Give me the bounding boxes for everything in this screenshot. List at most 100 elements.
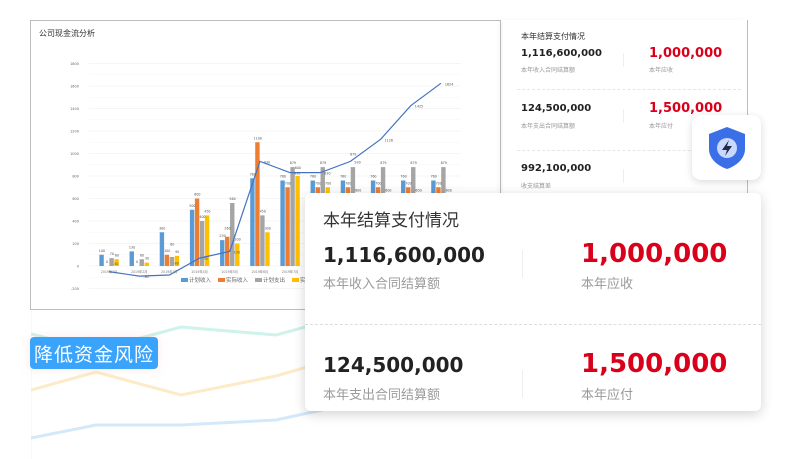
data-label: 560 bbox=[229, 197, 235, 201]
data-label: 300 bbox=[265, 226, 271, 230]
data-label: 0 bbox=[106, 260, 108, 264]
data-label: 879 bbox=[320, 161, 326, 165]
legend-swatch bbox=[255, 278, 262, 282]
divider bbox=[517, 150, 741, 151]
legend-label: 计划收入 bbox=[189, 276, 212, 284]
divider bbox=[305, 324, 761, 325]
bar bbox=[199, 221, 205, 266]
x-tick-label: 2019年4月 bbox=[191, 269, 208, 274]
data-label: 70 bbox=[110, 252, 114, 256]
data-label: 200 bbox=[234, 238, 240, 242]
bar bbox=[174, 255, 180, 266]
data-label: 879 bbox=[441, 161, 447, 165]
line-data-label: -50 bbox=[113, 262, 118, 266]
y-tick-label: 1000 bbox=[70, 152, 79, 156]
receivable-label: 本年应收 bbox=[649, 67, 674, 74]
data-label: 450 bbox=[260, 209, 266, 213]
bar bbox=[194, 198, 200, 266]
data-label: 90 bbox=[175, 250, 179, 254]
legend-swatch bbox=[218, 278, 225, 282]
bar bbox=[250, 178, 255, 266]
data-label: 800 bbox=[295, 166, 301, 170]
y-tick-label: 1200 bbox=[70, 130, 79, 134]
y-tick-label: 0 bbox=[77, 265, 79, 269]
data-label: 600 bbox=[415, 188, 421, 192]
line-data-label: -80 bbox=[173, 261, 178, 265]
y-tick-label: 200 bbox=[72, 242, 79, 246]
balance-value: 992,100,000 bbox=[521, 163, 592, 174]
data-label: 879 bbox=[380, 161, 386, 165]
y-tick-label: 1600 bbox=[70, 85, 79, 89]
y-tick-label: 1800 bbox=[70, 62, 79, 66]
data-label: 879 bbox=[290, 161, 296, 165]
income-settlement-value: 1,116,600,000 bbox=[323, 243, 485, 267]
line-data-label: 70 bbox=[204, 257, 208, 261]
bar bbox=[204, 215, 210, 266]
y-tick-label: 1400 bbox=[70, 107, 79, 111]
bar bbox=[280, 180, 285, 266]
divider bbox=[522, 370, 523, 398]
data-label: 879 bbox=[410, 161, 416, 165]
bar bbox=[99, 254, 104, 266]
data-label: 760 bbox=[280, 175, 286, 179]
y-tick-label: -200 bbox=[71, 287, 79, 291]
data-label: 700 bbox=[325, 181, 331, 185]
data-label: 80 bbox=[170, 243, 174, 247]
data-label: 700 bbox=[375, 181, 381, 185]
bar bbox=[109, 258, 114, 266]
legend-label: 计划支出 bbox=[263, 276, 285, 284]
line-data-label: 1624 bbox=[445, 82, 453, 86]
receivable-label: 本年应收 bbox=[581, 277, 634, 292]
data-label: 450 bbox=[204, 209, 210, 213]
receivable-value: 1,000,000 bbox=[581, 239, 728, 269]
payable-value: 1,500,000 bbox=[649, 101, 723, 116]
popup-title: 本年结算支付情况 bbox=[323, 211, 459, 231]
line-data-label: 930 bbox=[354, 160, 360, 164]
line-series bbox=[108, 82, 442, 277]
bar bbox=[235, 243, 240, 266]
legend-swatch bbox=[292, 278, 299, 282]
line-data-label: 930 bbox=[264, 160, 270, 164]
data-label: 260 bbox=[224, 227, 230, 231]
receivable-value: 1,000,000 bbox=[649, 46, 723, 61]
line-data-label: 830 bbox=[324, 172, 330, 176]
expense-settlement-label: 本年支出合同结算额 bbox=[323, 388, 441, 403]
data-label: 760 bbox=[400, 175, 406, 179]
x-tick-label: 2019年1月 bbox=[101, 269, 118, 274]
shield-lightning-icon bbox=[708, 126, 745, 169]
data-label: 400 bbox=[199, 215, 205, 219]
divider bbox=[623, 169, 624, 183]
data-label: 760 bbox=[370, 175, 376, 179]
x-tick-label: 2019年7月 bbox=[282, 269, 299, 274]
y-tick-label: 600 bbox=[72, 197, 79, 201]
line-data-label: 830 bbox=[294, 172, 300, 176]
x-tick-label: 2019年5月 bbox=[221, 269, 238, 274]
bar bbox=[260, 215, 265, 266]
data-label: 760 bbox=[310, 175, 316, 179]
data-label: 600 bbox=[355, 188, 361, 192]
bar bbox=[265, 232, 270, 266]
data-label: 100 bbox=[164, 249, 170, 253]
line-data-label: -90 bbox=[143, 275, 148, 279]
divider bbox=[517, 89, 741, 90]
data-label: 230 bbox=[219, 234, 225, 238]
income-settlement-label: 本年收入合同结算额 bbox=[521, 67, 576, 74]
data-label: 700 bbox=[285, 181, 291, 185]
x-tick-label: 2019年2月 bbox=[131, 269, 148, 274]
legend-swatch bbox=[181, 278, 188, 282]
data-label: 760 bbox=[431, 175, 437, 179]
data-label: 700 bbox=[315, 181, 321, 185]
data-label: 300 bbox=[159, 226, 165, 230]
data-label: 500 bbox=[189, 204, 195, 208]
divider bbox=[623, 109, 624, 123]
bar bbox=[230, 203, 235, 266]
balance-label: 收支结算差 bbox=[521, 183, 552, 190]
chart-title: 公司现金流分析 bbox=[39, 29, 95, 38]
bar bbox=[129, 251, 134, 266]
income-settlement-value: 1,116,600,000 bbox=[521, 48, 602, 59]
bar bbox=[290, 167, 295, 266]
data-label: 760 bbox=[340, 175, 346, 179]
data-label: 600 bbox=[446, 188, 452, 192]
expense-settlement-value: 124,500,000 bbox=[323, 353, 464, 377]
bar bbox=[144, 262, 149, 266]
